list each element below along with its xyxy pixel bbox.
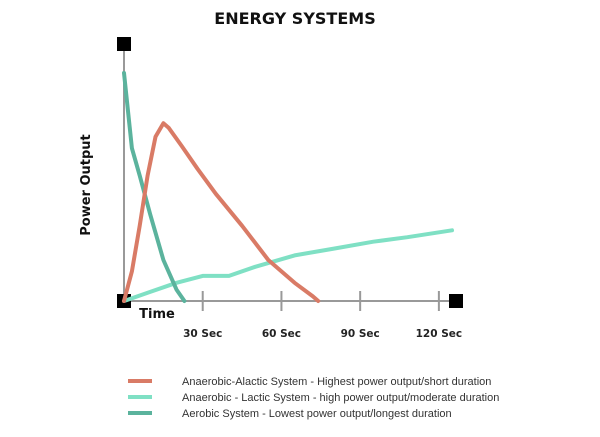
legend-label: Aerobic System - Lowest power output/lon… [182, 408, 452, 420]
series-line-2 [122, 228, 454, 303]
legend: Anaerobic-Alactic System - Highest power… [128, 376, 499, 420]
series-lines [122, 71, 454, 303]
x-tick-label: 120 Sec [416, 328, 462, 340]
y-axis-end-marker [117, 37, 131, 51]
x-tick-label: 60 Sec [262, 328, 301, 340]
x-tick-label: 30 Sec [183, 328, 222, 340]
x-axis-label: Time [139, 307, 175, 322]
series-line-1 [122, 121, 321, 303]
y-axis-label: Power Output [79, 134, 94, 236]
x-tick-label: 90 Sec [341, 328, 380, 340]
x-ticks: 30 Sec 60 Sec 90 Sec 120 Sec [183, 291, 462, 340]
x-axis-end-marker [449, 294, 463, 308]
series-line-3 [122, 71, 187, 303]
legend-label: Anaerobic-Alactic System - Highest power… [182, 376, 491, 388]
legend-label: Anaerobic - Lactic System - high power o… [182, 392, 499, 404]
chart-title: ENERGY SYSTEMS [214, 9, 375, 28]
